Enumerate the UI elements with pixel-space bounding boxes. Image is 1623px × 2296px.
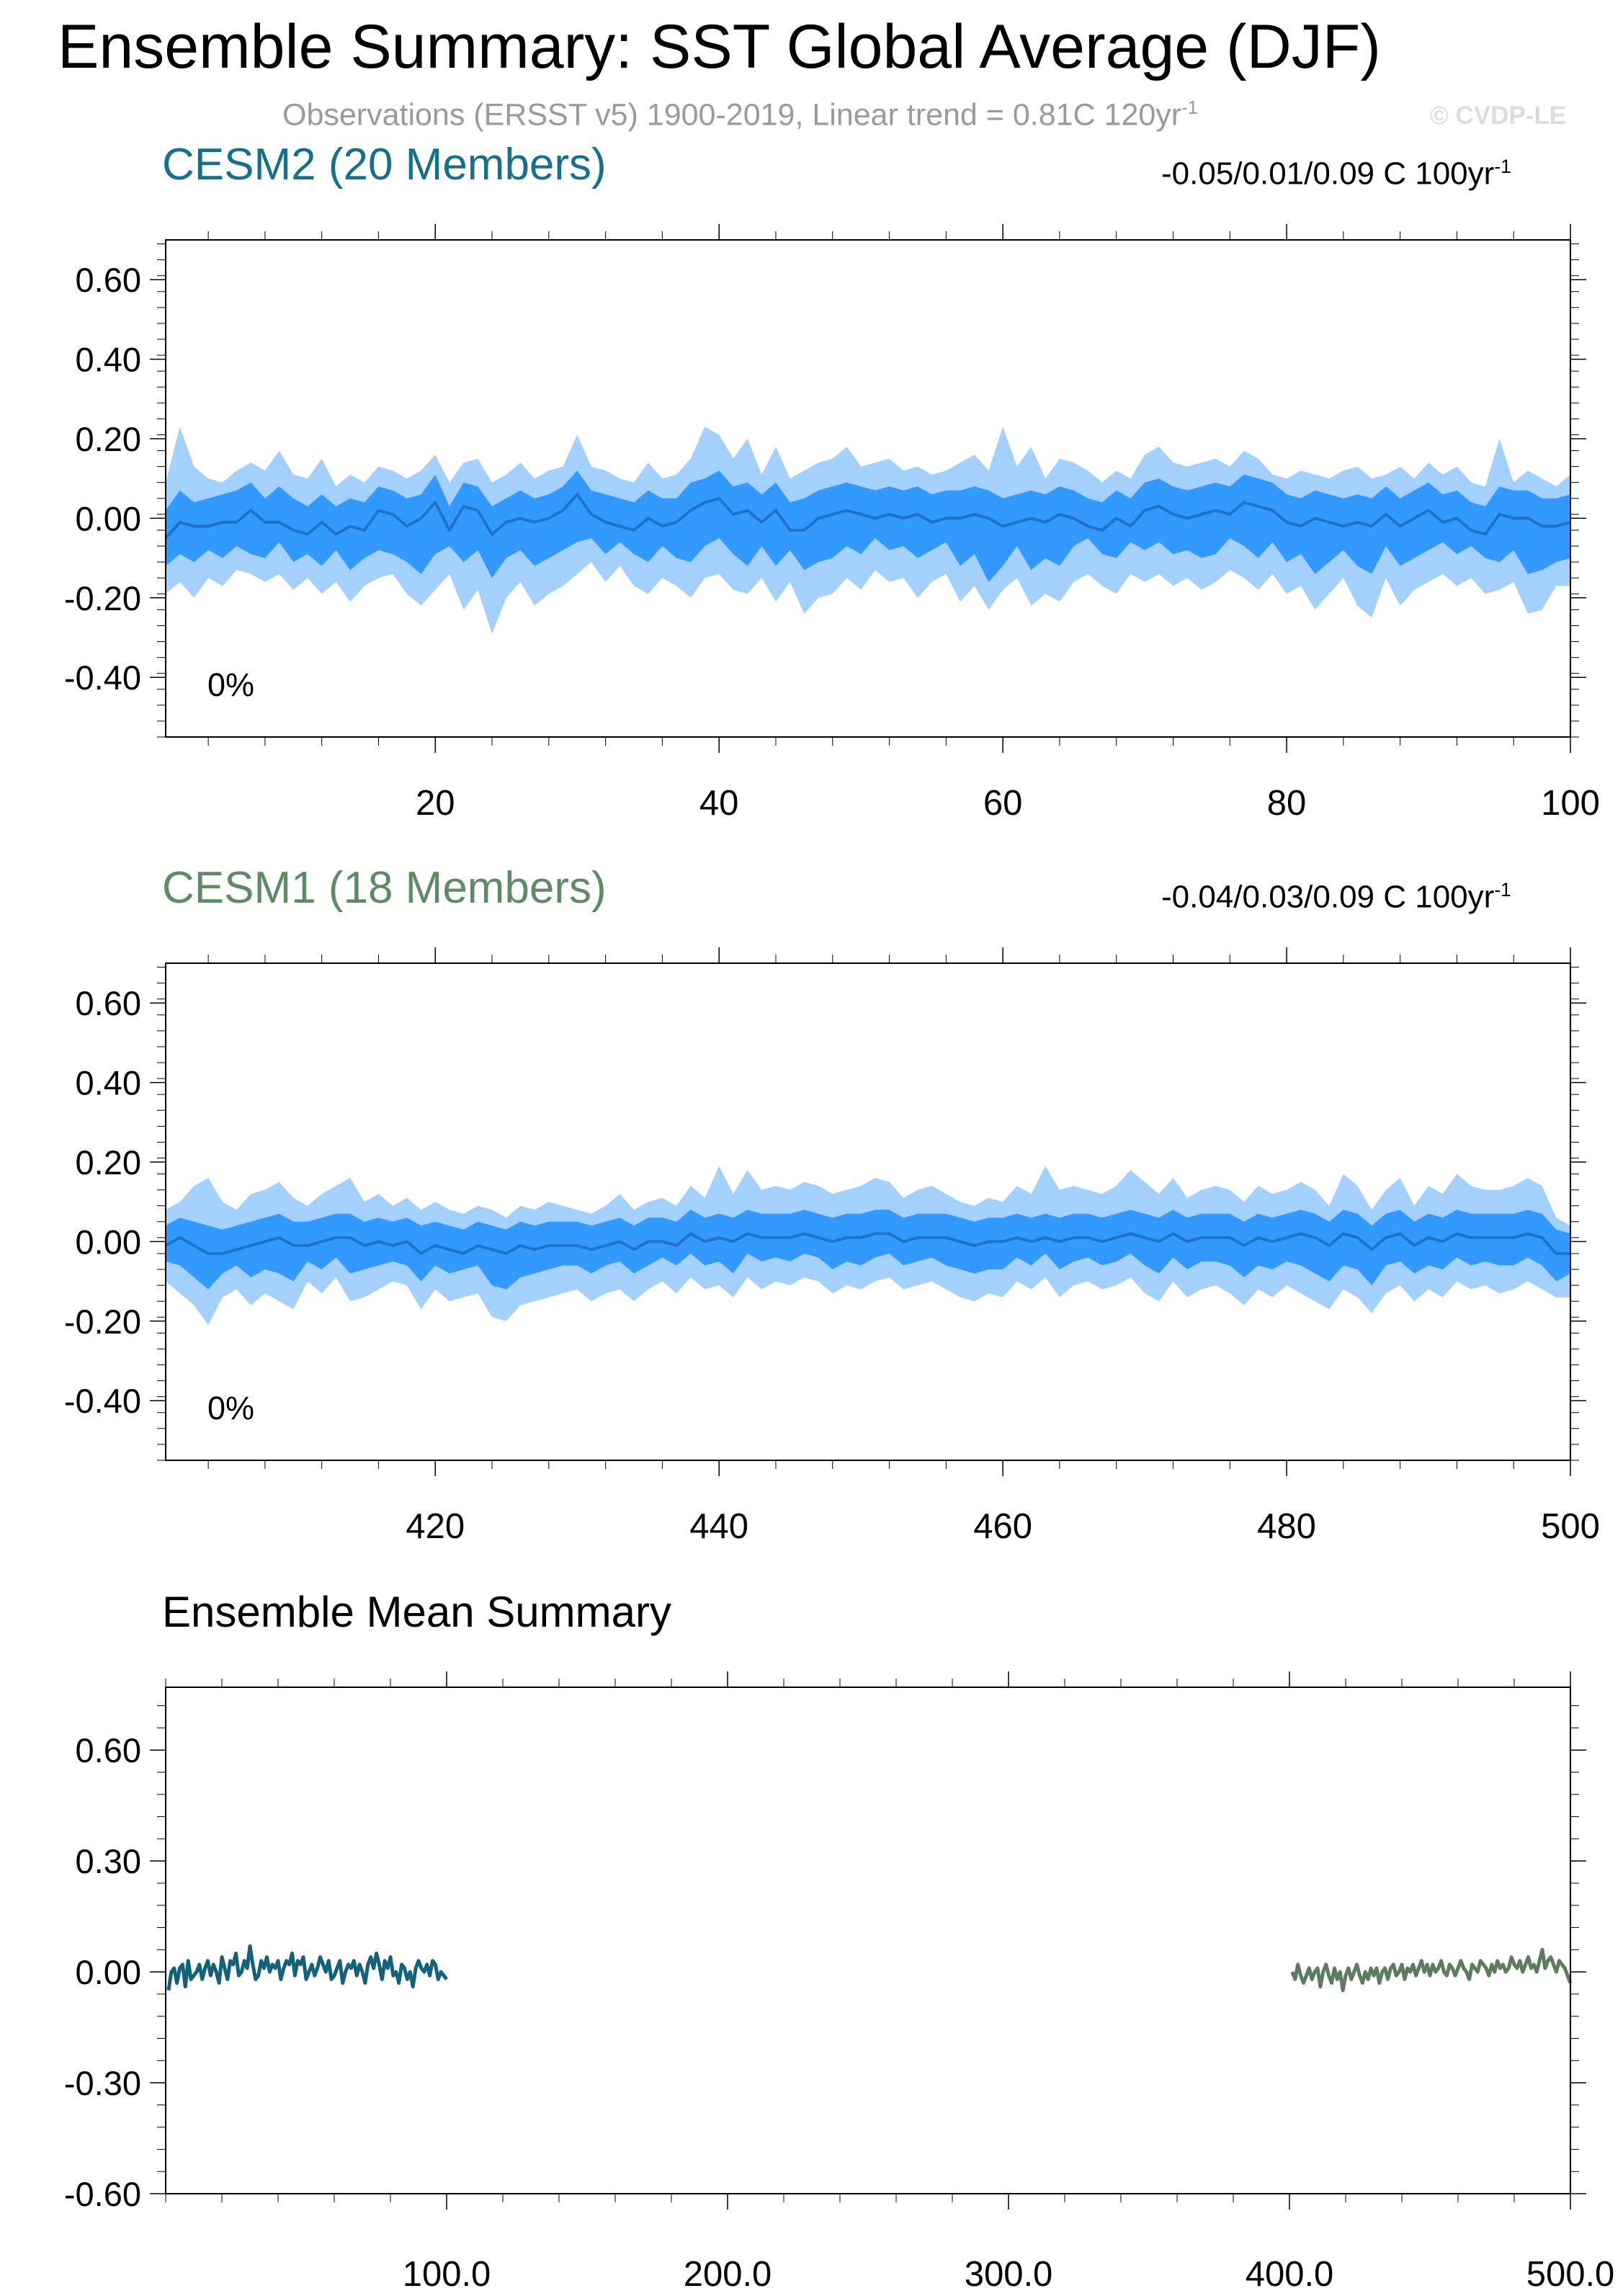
cesm2-ytick-label: -0.40 xyxy=(64,658,141,697)
observations-subtitle: Observations (ERSST v5) 1900-2019, Linea… xyxy=(282,99,1198,130)
cesm1-ytick-label: -0.20 xyxy=(64,1303,141,1341)
cesm1-ytick-label: -0.40 xyxy=(64,1382,141,1420)
panel-cesm1-label: CESM1 (18 Members) xyxy=(162,863,607,913)
main-title: Ensemble Summary: SST Global Average (DJ… xyxy=(58,12,1381,81)
cesm2-band-10-90 xyxy=(166,470,1570,582)
cesm1-xtick-label: 480 xyxy=(1257,1507,1316,1546)
cesm2-plot-frame xyxy=(165,239,1571,738)
summary-xtick-label: 500.0 xyxy=(1526,2255,1615,2294)
cesm1-xtick-label: 460 xyxy=(973,1507,1032,1546)
cesm1-xtick-label: 440 xyxy=(689,1507,748,1546)
summary-ytick-label: 0.00 xyxy=(76,1953,141,1991)
cesm1-ytick-label: 0.20 xyxy=(76,1143,141,1181)
cesm1-band-10-90 xyxy=(166,1210,1570,1290)
panel-cesm2-label: CESM2 (20 Members) xyxy=(162,140,607,189)
cesm1-xtick-label: 420 xyxy=(406,1507,465,1546)
panel-cesm1-trend-text: -0.04/0.03/0.09 C 100yr xyxy=(1161,879,1495,915)
summary-xtick-label: 400.0 xyxy=(1246,2255,1334,2294)
panel-cesm2-trend-exponent: -1 xyxy=(1494,156,1511,177)
cesm2-xtick-label: 60 xyxy=(983,784,1023,823)
panel-cesm1-trend-exponent: -1 xyxy=(1494,879,1511,901)
panel-cesm2-trend: -0.05/0.01/0.09 C 100yr-1 xyxy=(1161,157,1511,190)
cesm1-ytick-label: 0.00 xyxy=(76,1223,141,1261)
summary-xtick-label: 100.0 xyxy=(403,2255,491,2294)
cesm2-ytick-label: 0.40 xyxy=(76,341,141,379)
cesm2-xtick-label: 20 xyxy=(416,784,455,823)
cesm2-ensemble-mean-line xyxy=(164,493,1571,540)
summary-xtick-label: 300.0 xyxy=(965,2255,1053,2294)
cesm1-ensemble-mean-line xyxy=(165,1232,1570,1255)
cesm2-xtick-label: 100 xyxy=(1541,784,1600,823)
summary-line-cesm2 xyxy=(166,1944,448,1991)
cesm1-xtick-label: 500 xyxy=(1541,1507,1600,1546)
observations-exponent: -1 xyxy=(1181,98,1199,118)
cesm2-ytick-label: -0.20 xyxy=(64,579,141,617)
cesm1-ytick-label: 0.60 xyxy=(76,984,141,1022)
cesm2-ytick-label: 0.00 xyxy=(76,499,141,537)
cesm2-xtick-label: 40 xyxy=(699,784,739,823)
cesm2-ytick-label: 0.20 xyxy=(76,420,141,458)
cesm1-ytick-label: 0.40 xyxy=(76,1064,141,1102)
cesm2-xtick-label: 80 xyxy=(1267,784,1307,823)
summary-ytick-label: 0.60 xyxy=(76,1731,141,1769)
panel-cesm2-trend-text: -0.05/0.01/0.09 C 100yr xyxy=(1161,156,1495,192)
observations-text: Observations (ERSST v5) 1900-2019, Linea… xyxy=(282,97,1182,133)
summary-plot-frame xyxy=(165,1687,1571,2194)
summary-line-cesm1 xyxy=(1290,1947,1573,1993)
panel-cesm1-trend: -0.04/0.03/0.09 C 100yr-1 xyxy=(1161,880,1511,914)
summary-ytick-label: -0.60 xyxy=(64,2175,141,2213)
summary-xtick-label: 200.0 xyxy=(684,2255,772,2294)
summary-ytick-label: -0.30 xyxy=(64,2064,141,2102)
cesm1-plot-frame xyxy=(165,962,1571,1461)
cesm2-percent-label: 0% xyxy=(207,666,254,703)
summary-ytick-label: 0.30 xyxy=(76,1842,141,1880)
cesm1-percent-label: 0% xyxy=(207,1390,254,1426)
cesm2-ytick-label: 0.60 xyxy=(76,261,141,299)
panel-summary-label: Ensemble Mean Summary xyxy=(162,1588,671,1636)
copyright-watermark: © CVDP-LE xyxy=(1430,102,1567,130)
